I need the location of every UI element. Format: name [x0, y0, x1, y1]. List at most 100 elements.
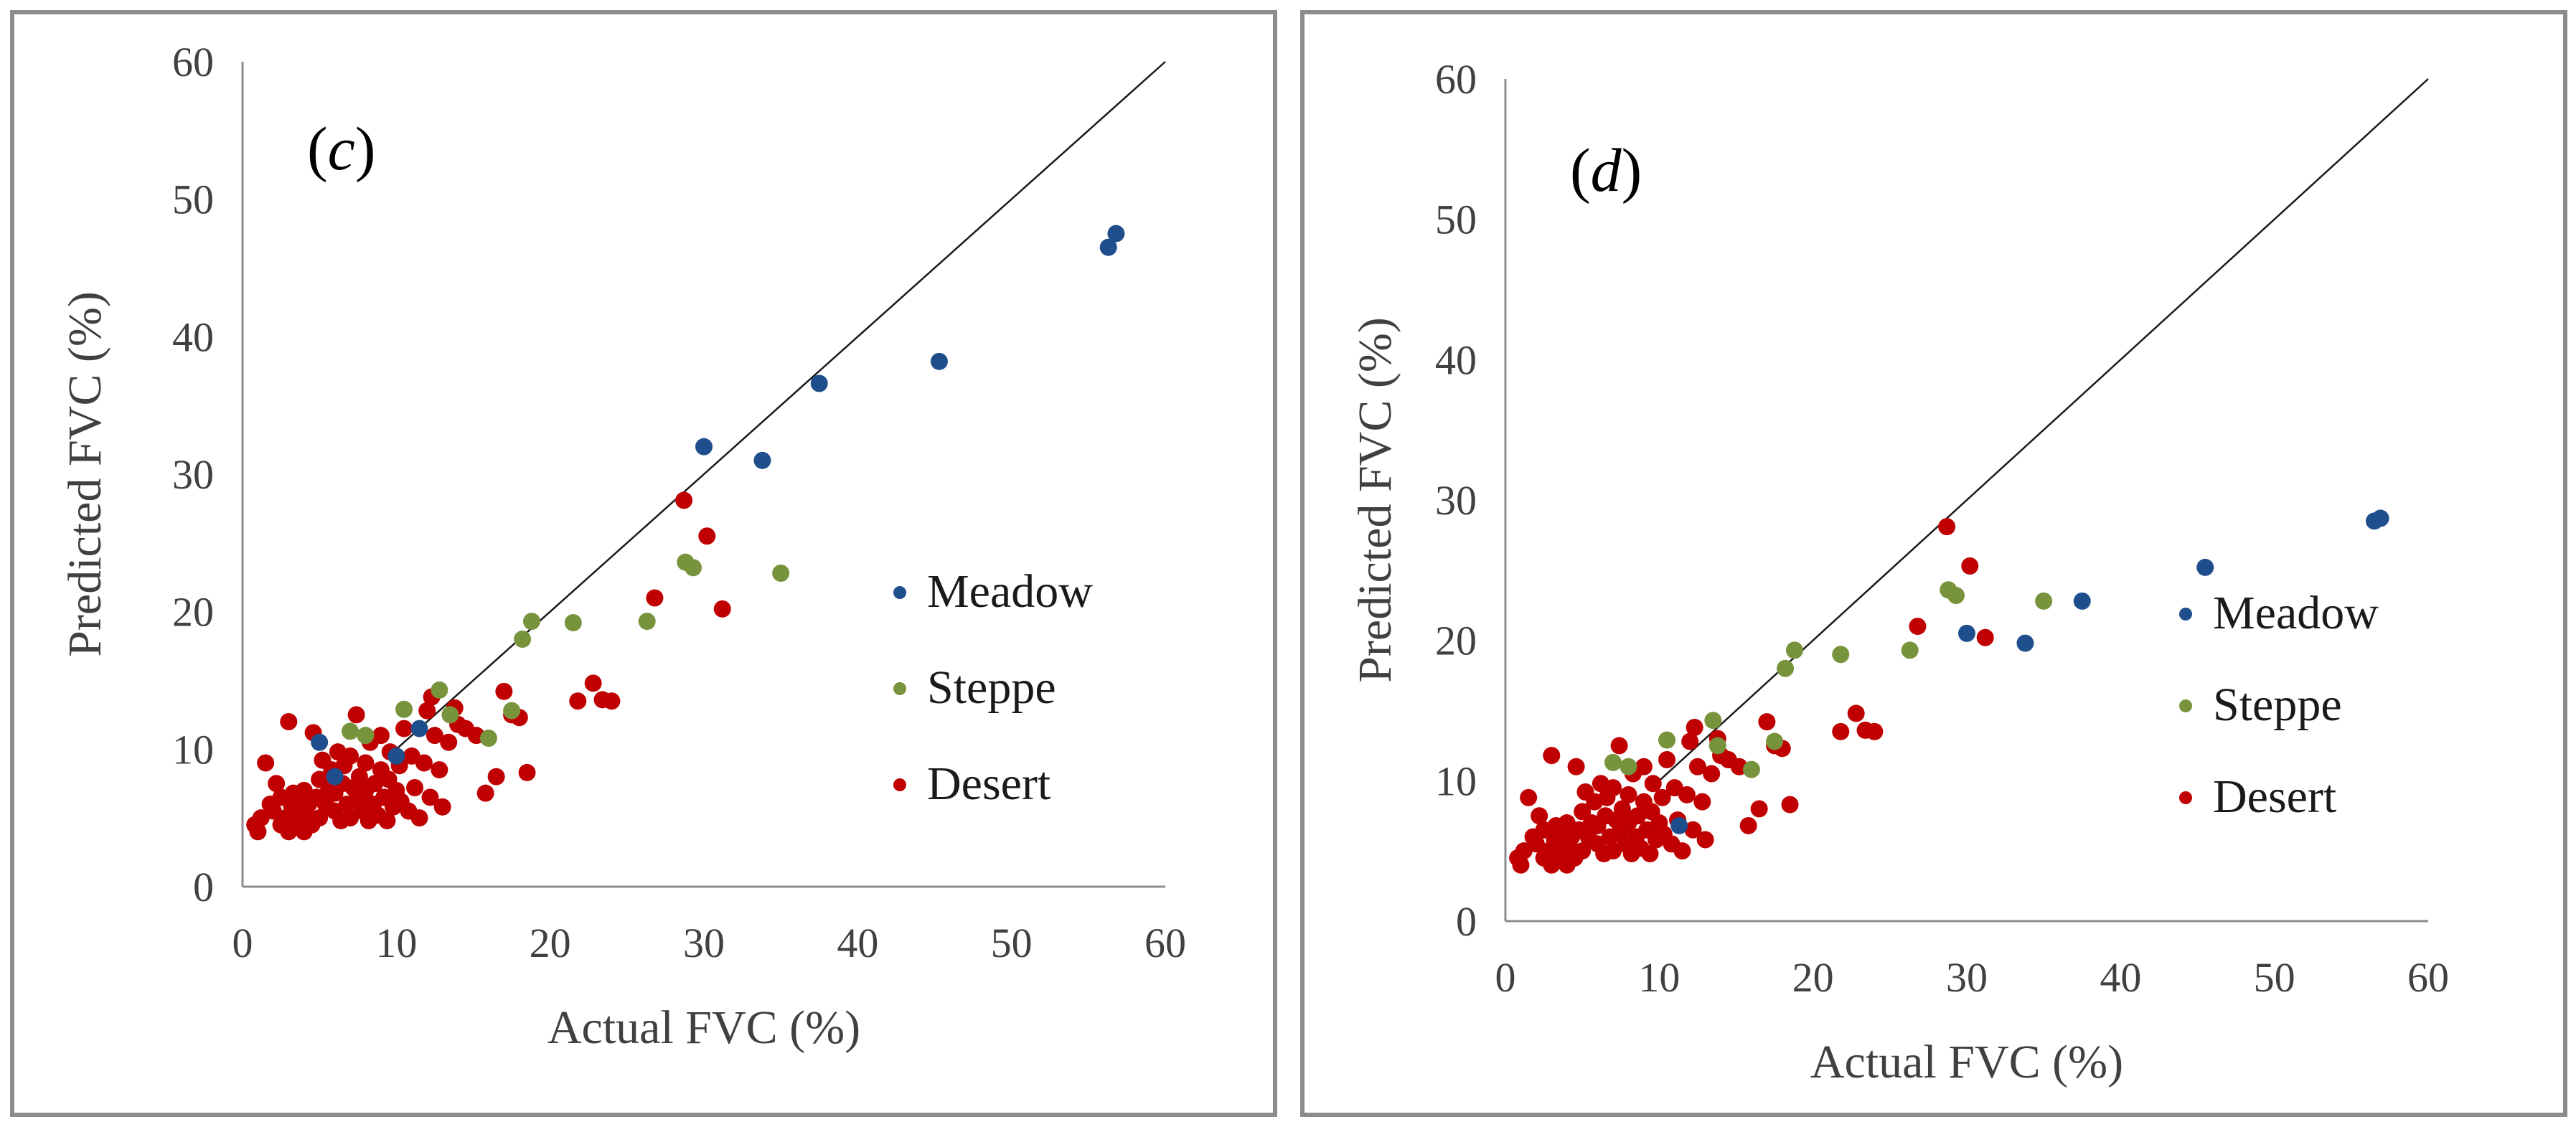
chart-d-desert-point — [1909, 618, 1927, 636]
chart-d-x-tick-label: 50 — [2254, 954, 2295, 1001]
chart-c-desert-point — [249, 823, 267, 841]
chart-c-meadow-point — [311, 733, 329, 751]
chart-c-desert-point — [357, 754, 375, 772]
chart-panel-c: 0 10 20 30 40 50 60 0 10 20 30 40 50 60 Actual FVC (%)… — [10, 10, 1277, 1117]
chart-panel-d: 0 10 20 30 40 50 60 0 10 20 30 40 50 60 Actual FVC (%)… — [1300, 10, 2567, 1117]
chart-c-desert-point — [257, 754, 275, 772]
chart-d-steppe-point — [1832, 646, 1850, 664]
chart-d-legend-label-desert: Desert — [2213, 770, 2336, 823]
chart-c-steppe-point — [357, 727, 375, 745]
chart-c-x-tick-label: 10 — [375, 920, 417, 966]
chart-d-desert-point — [1703, 765, 1721, 783]
chart-d-desert-point — [1938, 518, 1956, 536]
chart-c-x-tick-label: 30 — [683, 920, 725, 966]
chart-d-steppe-point — [2035, 592, 2053, 610]
chart-d-steppe-point — [1766, 732, 1784, 750]
chart-d-desert-point — [1686, 718, 1703, 736]
chart-c-desert-point — [410, 809, 428, 827]
chart-d-legend-label-steppe: Steppe — [2213, 679, 2342, 731]
chart-c-x-tick-label: 0 — [232, 920, 253, 966]
chart-d-desert-point — [1832, 722, 1850, 740]
chart-c-steppe-point — [564, 614, 582, 631]
chart-c-x-tick-label: 20 — [530, 920, 571, 966]
chart-d-desert-point — [1629, 807, 1647, 825]
chart-c-y-tick-label: 20 — [172, 589, 214, 636]
chart-d-y-tick-label: 50 — [1435, 197, 1477, 243]
chart-d-desert-point — [1520, 788, 1538, 806]
scatter-chart-c: 0 10 20 30 40 50 60 0 10 20 30 40 50 60 Actual FVC (%)… — [59, 39, 1186, 1054]
chart-c-desert-point — [518, 763, 536, 781]
chart-c-x-axis-label: Actual FVC (%) — [547, 1001, 860, 1054]
chart-d-x-tick-label: 40 — [2100, 954, 2141, 1001]
chart-d-y-tick-label: 10 — [1435, 758, 1477, 804]
chart-d-desert-point — [1688, 758, 1706, 775]
chart-c-panel-label: (c) — [307, 114, 375, 183]
chart-d-desert-point — [1644, 775, 1662, 793]
chart-d-legend-marker-steppe — [2179, 699, 2192, 712]
chart-c-x-tick-label: 50 — [991, 920, 1033, 966]
chart-c-desert-point — [698, 527, 716, 545]
chart-c-desert-point — [378, 812, 396, 829]
chart-c-legend-label-steppe: Steppe — [927, 661, 1056, 714]
chart-d-desert-point — [1678, 786, 1696, 803]
chart-d-steppe-point — [1704, 712, 1722, 730]
chart-c-desert-point — [675, 491, 693, 509]
chart-d-steppe-point — [1620, 758, 1637, 775]
chart-d-legend-label-meadow: Meadow — [2213, 587, 2379, 639]
chart-c-desert-point — [342, 747, 359, 765]
chart-d-x-axis-label: Actual FVC (%) — [1810, 1036, 2123, 1088]
chart-c-meadow-point — [930, 352, 948, 370]
chart-d-x-tick-label: 60 — [2407, 954, 2449, 1001]
chart-c-desert-point — [350, 768, 368, 786]
chart-c-steppe-point — [441, 706, 459, 724]
chart-d-desert-point — [1613, 800, 1631, 818]
chart-d-desert-point — [1658, 750, 1676, 768]
chart-c-steppe-point — [395, 700, 413, 718]
chart-d-steppe-point — [1785, 641, 1803, 659]
chart-c-desert-point — [433, 798, 451, 816]
chart-c-legend-marker-steppe — [893, 682, 906, 695]
chart-c-meadow-point — [753, 451, 771, 469]
chart-c-steppe-point — [514, 631, 532, 648]
chart-d-reference-line — [1658, 78, 2429, 782]
chart-c-desert-point — [372, 727, 390, 745]
chart-c-steppe-point — [431, 681, 448, 699]
chart-c-desert-point — [426, 727, 443, 745]
chart-d-desert-point — [1653, 788, 1671, 806]
chart-c-meadow-point — [387, 747, 405, 765]
chart-c-desert-point — [431, 761, 448, 779]
chart-c-desert-point — [569, 692, 587, 710]
chart-d-y-tick-label: 20 — [1435, 618, 1477, 664]
chart-c-legend-marker-meadow — [893, 586, 906, 599]
chart-d-desert-point — [1620, 786, 1637, 803]
chart-d-steppe-point — [1947, 587, 1965, 605]
chart-c-desert-point — [421, 788, 439, 806]
chart-c-legend-marker-desert — [893, 778, 906, 791]
chart-d-desert-point — [1693, 793, 1711, 811]
chart-c-x-tick-label: 40 — [837, 920, 878, 966]
chart-d-desert-point — [1512, 856, 1530, 874]
chart-d-desert-point — [1847, 704, 1865, 722]
chart-d-desert-point — [1543, 747, 1561, 765]
chart-d-desert-point — [1681, 732, 1699, 750]
chart-c-legend-label-meadow: Meadow — [927, 565, 1093, 618]
chart-d-y-tick-label: 40 — [1435, 336, 1477, 383]
chart-c-desert-point — [366, 775, 384, 793]
chart-d-desert-point — [1739, 816, 1757, 834]
chart-c-y-axis-label: Predicted FVC (%) — [59, 291, 111, 657]
chart-d-desert-point — [1684, 821, 1702, 839]
chart-d-x-tick-label: 20 — [1792, 954, 1834, 1001]
chart-c-desert-point — [713, 600, 731, 618]
chart-d-steppe-point — [1658, 731, 1676, 749]
chart-c-steppe-point — [522, 613, 540, 631]
chart-d-steppe-point — [1742, 760, 1760, 778]
chart-c-legend-label-desert: Desert — [927, 758, 1050, 810]
chart-d-desert-point — [1781, 796, 1799, 814]
chart-c-steppe-point — [503, 702, 521, 720]
chart-d-desert-point — [1750, 800, 1768, 818]
chart-c-desert-point — [495, 682, 513, 700]
chart-c-desert-point — [487, 768, 505, 786]
chart-d-meadow-point — [2371, 509, 2389, 527]
chart-d-steppe-point — [1708, 737, 1726, 755]
chart-d-desert-point — [1610, 737, 1628, 755]
